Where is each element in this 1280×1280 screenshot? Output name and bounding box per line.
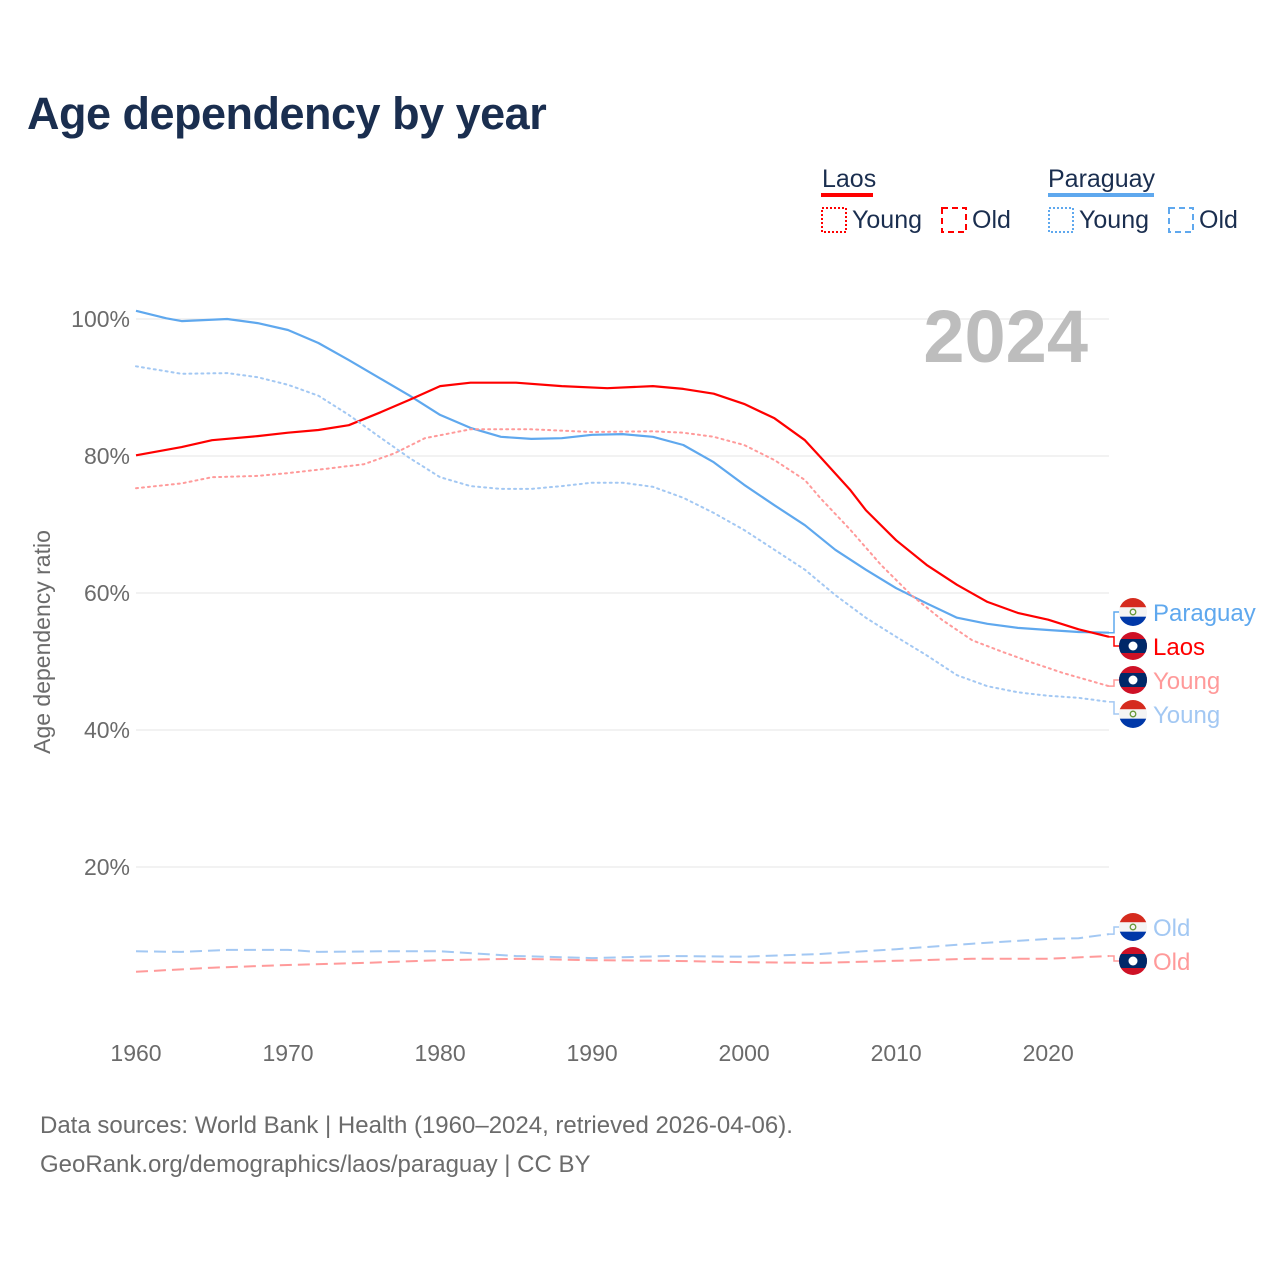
x-tick-label: 2000 — [719, 1040, 770, 1066]
series-line-paraguay-old[interactable] — [135, 933, 1110, 960]
legend: Laos Young Old Paraguay Young Old — [821, 165, 1238, 234]
laos-flag-icon — [1119, 632, 1147, 660]
legend-laos-young-swatch — [821, 207, 847, 233]
y-axis-ticks: 20% 40% 60% 80% 100% — [71, 306, 130, 880]
x-axis-ticks: 1960 1970 1980 1990 2000 2010 2020 — [110, 1040, 1073, 1066]
x-tick-label: 1970 — [262, 1040, 313, 1066]
footer: Data sources: World Bank | Health (1960–… — [40, 1106, 793, 1184]
paraguay-flag-icon — [1119, 598, 1147, 626]
legend-paraguay-young-swatch — [1048, 207, 1074, 233]
y-tick-label: 60% — [84, 580, 130, 606]
label-connector — [1109, 679, 1120, 687]
legend-paraguay-swatch — [1048, 193, 1154, 197]
legend-paraguay-old-swatch — [1168, 207, 1194, 233]
end-label-laos-young: Young — [1153, 668, 1220, 695]
y-tick-label: 80% — [84, 443, 130, 469]
y-tick-label: 20% — [84, 854, 130, 880]
end-label-paraguay-old: Old — [1153, 915, 1190, 942]
series-line-laos-old[interactable] — [135, 955, 1110, 973]
legend-laos-swatch — [821, 193, 873, 197]
end-label-laos-old: Old — [1153, 949, 1190, 976]
legend-group-laos[interactable]: Laos — [822, 165, 876, 193]
x-tick-label: 2020 — [1023, 1040, 1074, 1066]
series-line-paraguay[interactable] — [135, 309, 1110, 634]
end-labels: Paraguay Laos Young Young Old Old — [1109, 598, 1256, 976]
end-label-laos: Laos — [1153, 634, 1205, 661]
series-lines — [135, 309, 1110, 973]
chart-title: Age dependency by year — [27, 88, 547, 139]
x-tick-label: 1990 — [567, 1040, 618, 1066]
legend-paraguay-young[interactable]: Young — [1079, 206, 1149, 234]
gridlines — [136, 318, 1109, 868]
legend-group-paraguay[interactable]: Paraguay — [1048, 165, 1156, 193]
paraguay-flag-icon — [1119, 913, 1147, 941]
label-connector — [1109, 611, 1120, 634]
x-tick-label: 1980 — [414, 1040, 465, 1066]
paraguay-flag-icon — [1119, 700, 1147, 728]
x-tick-label: 2010 — [871, 1040, 922, 1066]
series-line-laos[interactable] — [135, 381, 1110, 638]
label-connector — [1109, 701, 1120, 715]
label-connector — [1109, 636, 1120, 647]
attribution-link[interactable]: GeoRank.org/demographics/laos/paraguay |… — [40, 1151, 591, 1178]
x-tick-label: 1960 — [110, 1040, 161, 1066]
y-axis-label: Age dependency ratio — [29, 530, 55, 754]
legend-paraguay-old[interactable]: Old — [1199, 206, 1238, 234]
end-label-paraguay-young: Young — [1153, 702, 1220, 729]
series-line-paraguay-young[interactable] — [135, 365, 1110, 703]
label-connector — [1109, 926, 1120, 935]
source-text: Data sources: World Bank | Health (1960–… — [40, 1112, 793, 1139]
laos-flag-icon — [1119, 666, 1147, 694]
legend-laos-young[interactable]: Young — [852, 206, 922, 234]
y-tick-label: 40% — [84, 717, 130, 743]
legend-laos-old-swatch — [941, 207, 967, 233]
laos-flag-icon — [1119, 947, 1147, 975]
end-label-paraguay: Paraguay — [1153, 600, 1256, 627]
legend-laos-old[interactable]: Old — [972, 206, 1011, 234]
label-connector — [1109, 955, 1120, 962]
series-line-laos-young[interactable] — [135, 428, 1110, 688]
y-tick-label: 100% — [71, 306, 130, 332]
year-watermark: 2024 — [923, 295, 1088, 378]
